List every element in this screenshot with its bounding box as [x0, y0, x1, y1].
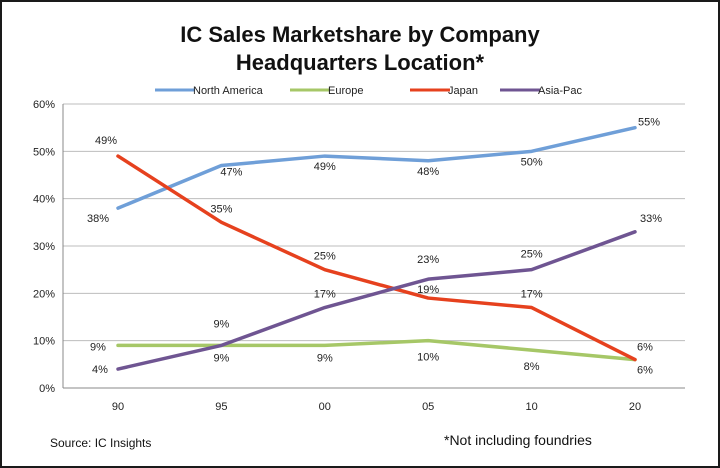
data-label: 33% — [640, 213, 662, 225]
series-lines — [116, 125, 637, 371]
series-line — [116, 230, 637, 371]
legend-label: North America — [193, 85, 264, 97]
data-label: 6% — [637, 365, 653, 377]
data-label: 49% — [95, 135, 117, 147]
x-tick-label: 20 — [629, 401, 641, 413]
data-label: 4% — [92, 364, 108, 376]
data-label: 8% — [524, 361, 540, 373]
foundries-footnote: *Not including foundries — [444, 432, 592, 448]
data-label: 48% — [417, 166, 439, 178]
data-label: 25% — [314, 251, 336, 263]
data-label: 50% — [521, 156, 543, 168]
data-label: 9% — [213, 352, 229, 364]
data-label: 9% — [90, 341, 106, 353]
axes: 0% 10% 20% 30% 40% 50% 60% 90 95 00 05 10 20 — [33, 99, 641, 413]
legend-label: Japan — [448, 85, 478, 97]
y-tick-label: 10% — [33, 336, 55, 348]
y-tick-label: 40% — [33, 194, 55, 206]
legend: North America Europe Japan Asia-Pac — [155, 85, 583, 97]
x-tick-label: 95 — [215, 401, 227, 413]
chart-title-line-1: IC Sales Marketshare by Company — [180, 22, 540, 47]
legend-label: Europe — [328, 85, 363, 97]
data-label: 6% — [637, 342, 653, 354]
y-tick-label: 60% — [33, 99, 55, 111]
data-label: 17% — [521, 289, 543, 301]
data-label: 47% — [220, 167, 242, 179]
data-label: 9% — [317, 352, 333, 364]
data-label: 23% — [417, 254, 439, 266]
y-tick-label: 50% — [33, 146, 55, 158]
x-tick-label: 00 — [319, 401, 331, 413]
x-tick-label: 90 — [112, 401, 124, 413]
series-line — [116, 125, 637, 210]
y-tick-label: 0% — [39, 383, 55, 395]
data-label: 17% — [314, 289, 336, 301]
y-tick-label: 30% — [33, 241, 55, 253]
y-tick-label: 20% — [33, 288, 55, 300]
x-tick-label: 10 — [525, 401, 537, 413]
series-line — [116, 154, 637, 362]
x-tick-label: 05 — [422, 401, 434, 413]
series-line — [116, 338, 637, 362]
data-label: 55% — [638, 117, 660, 129]
data-labels: 38% 47% 49% 48% 50% 55% 9% 9% 9% 10% 8% 6% 49% 35% 25%… — [87, 117, 662, 377]
data-label: 49% — [314, 161, 336, 173]
legend-label: Asia-Pac — [538, 85, 583, 97]
source-note: Source: IC Insights — [50, 436, 152, 450]
data-label: 19% — [417, 284, 439, 296]
data-label: 25% — [521, 249, 543, 261]
data-label: 10% — [417, 352, 439, 364]
chart-title-line-2: Headquarters Location* — [235, 50, 485, 75]
data-label: 9% — [213, 318, 229, 330]
data-label: 38% — [87, 213, 109, 225]
data-label: 35% — [210, 203, 232, 215]
